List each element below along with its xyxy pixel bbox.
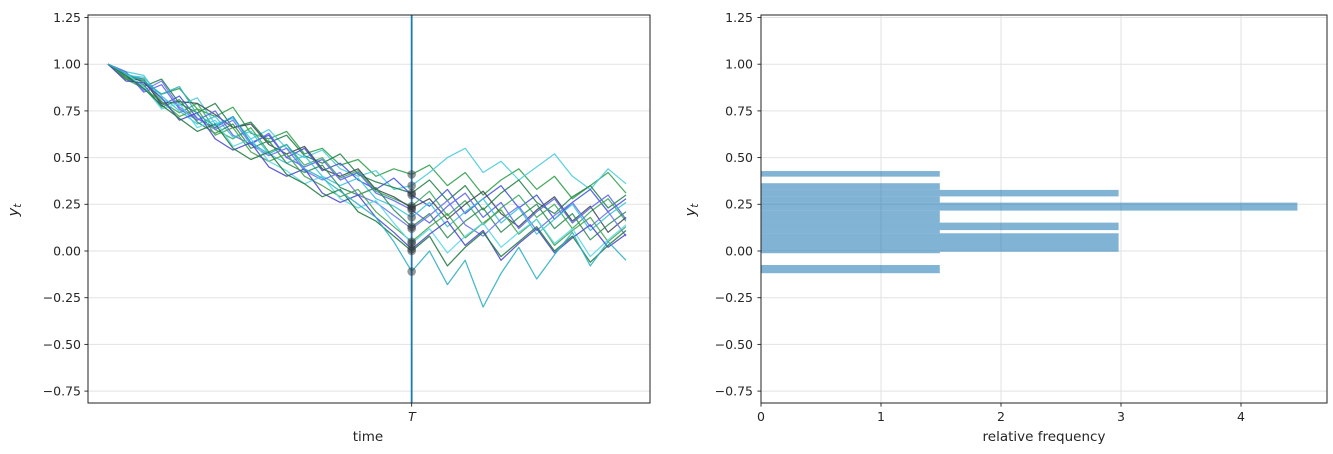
histogram-bar bbox=[761, 230, 940, 234]
values-at-T-scatter-points bbox=[407, 170, 416, 276]
histogram-bars bbox=[761, 171, 1298, 274]
left-xaxis-label: time bbox=[353, 429, 384, 445]
histogram-bar bbox=[761, 210, 940, 223]
y-tick-label: 0.50 bbox=[53, 150, 81, 165]
y-tick-label: 0.00 bbox=[53, 243, 81, 258]
x-tick-label: 3 bbox=[1117, 409, 1125, 424]
simulation-path-line bbox=[107, 63, 627, 308]
y-tick-label: −0.50 bbox=[715, 337, 753, 352]
histogram-bar bbox=[761, 222, 1119, 231]
left-xtick-T-label: T bbox=[408, 409, 417, 424]
axes-spine-box bbox=[87, 14, 651, 404]
simulation-path-line bbox=[107, 63, 627, 247]
y-tick-label: 0.25 bbox=[53, 197, 81, 212]
y-tick-label: −0.50 bbox=[43, 337, 81, 352]
simulation-path-line bbox=[107, 63, 627, 230]
y-tick-label: 0.00 bbox=[725, 243, 753, 258]
axis-tick-marks-and-labels: 1.25 1.00 0.75 0.50 0.25 0.00 −0.25 −0.50 −0.75 1… bbox=[43, 10, 1245, 424]
simulation-path-line bbox=[107, 63, 627, 258]
simulation-path-line bbox=[107, 63, 627, 237]
x-tick-label: 2 bbox=[997, 409, 1005, 424]
left-plot-series-lines bbox=[107, 63, 627, 308]
simulation-path-line bbox=[107, 63, 627, 241]
right-yaxis-label: yt bbox=[683, 203, 701, 218]
axes-spine-box bbox=[760, 14, 1328, 404]
histogram-bar bbox=[761, 189, 1119, 197]
y-tick-label: 0.75 bbox=[725, 103, 753, 118]
y-tick-label: 1.25 bbox=[725, 10, 753, 25]
x-tick-label: 1 bbox=[877, 409, 885, 424]
histogram-bar bbox=[761, 171, 940, 177]
histogram-bar bbox=[761, 251, 940, 254]
y-tick-label: 0.25 bbox=[725, 197, 753, 212]
simulation-path-line bbox=[107, 63, 627, 191]
scatter-point bbox=[407, 205, 416, 215]
scatter-point bbox=[407, 267, 416, 276]
axes-spines bbox=[87, 14, 1328, 404]
y-tick-label: 1.25 bbox=[53, 10, 81, 25]
y-tick-label: 1.00 bbox=[725, 57, 753, 72]
left-yaxis-label: yt bbox=[6, 203, 24, 218]
y-tick-label: −0.75 bbox=[715, 384, 753, 399]
right-xaxis-label: relative frequency bbox=[983, 429, 1106, 445]
left-plot-gridlines bbox=[88, 17, 650, 392]
y-tick-label: 0.50 bbox=[725, 150, 753, 165]
simulation-path-line bbox=[107, 63, 627, 261]
scatter-point bbox=[407, 181, 416, 190]
scatter-point bbox=[407, 213, 416, 222]
y-tick-label: 0.75 bbox=[53, 103, 81, 118]
x-tick-label: 0 bbox=[757, 409, 765, 424]
y-tick-label: −0.25 bbox=[43, 290, 81, 305]
histogram-bar bbox=[761, 233, 1119, 252]
x-tick-label: 4 bbox=[1237, 409, 1245, 424]
histogram-bar bbox=[761, 202, 1298, 211]
scatter-point bbox=[407, 246, 416, 256]
y-tick-label: −0.25 bbox=[715, 290, 753, 305]
simulation-path-line bbox=[107, 63, 627, 220]
histogram-bar bbox=[761, 265, 940, 274]
scatter-point bbox=[407, 170, 416, 179]
y-tick-label: −0.75 bbox=[43, 384, 81, 399]
y-tick-label: 1.00 bbox=[53, 57, 81, 72]
simulation-path-line bbox=[107, 63, 627, 267]
histogram-bar bbox=[761, 196, 940, 203]
histogram-bar bbox=[761, 183, 940, 190]
scatter-point bbox=[407, 190, 416, 200]
scatter-point bbox=[407, 224, 416, 233]
